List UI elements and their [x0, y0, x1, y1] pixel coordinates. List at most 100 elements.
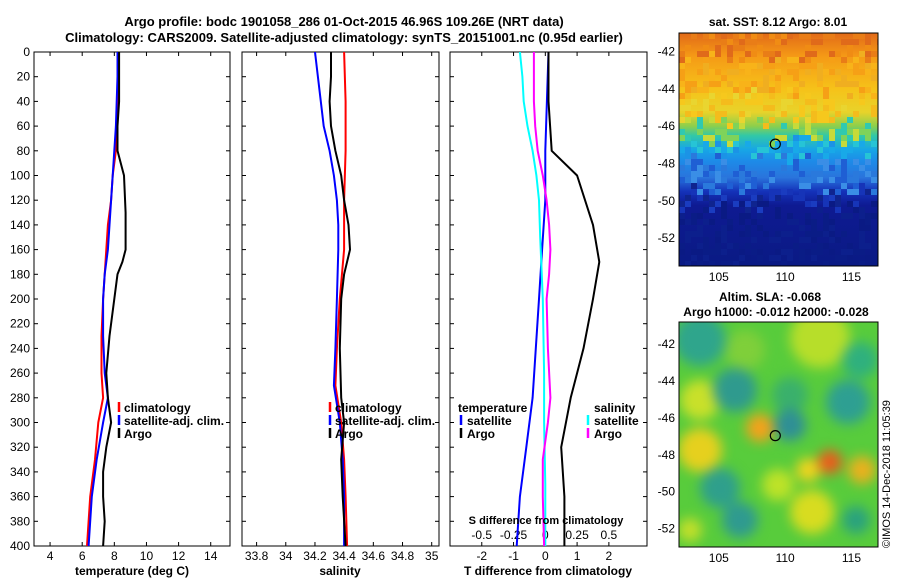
sst-cell: [757, 81, 763, 87]
sst-cell: [799, 177, 805, 183]
sst-cell: [751, 201, 757, 207]
sst-cell: [727, 123, 733, 129]
sst-cell: [835, 195, 841, 201]
sst-cell: [799, 255, 805, 261]
legend-title-salinity: salinity: [594, 401, 636, 415]
map-lon-tick-label: 110: [776, 270, 795, 284]
sst-cell: [841, 159, 847, 165]
sst-cell: [823, 195, 829, 201]
sst-cell: [853, 57, 859, 63]
sst-cell: [865, 171, 871, 177]
sst-cell: [727, 243, 733, 249]
depth-tick-label: 360: [10, 490, 30, 504]
sst-cell: [739, 201, 745, 207]
sst-cell: [829, 135, 835, 141]
sst-cell: [727, 99, 733, 105]
sst-cell: [781, 147, 787, 153]
sst-cell: [823, 159, 829, 165]
sst-cell: [727, 219, 733, 225]
sst-cell: [781, 141, 787, 147]
sst-cell: [871, 75, 877, 81]
sst-cell: [829, 165, 835, 171]
sst-cell: [847, 201, 853, 207]
sst-cell: [751, 171, 757, 177]
sst-cell: [745, 243, 751, 249]
sst-cell: [703, 171, 709, 177]
sst-cell: [733, 201, 739, 207]
sst-cell: [793, 141, 799, 147]
sst-cell: [757, 255, 763, 261]
sst-cell: [739, 111, 745, 117]
sst-cell: [841, 129, 847, 135]
sst-cell: [841, 177, 847, 183]
sst-cell: [769, 171, 775, 177]
sst-cell: [775, 231, 781, 237]
sst-cell: [727, 135, 733, 141]
sst-cell: [733, 141, 739, 147]
sst-cell: [703, 45, 709, 51]
sst-cell: [853, 201, 859, 207]
sst-cell: [829, 189, 835, 195]
sst-cell: [823, 213, 829, 219]
sst-cell: [865, 189, 871, 195]
sst-cell: [691, 213, 697, 219]
sst-cell: [811, 99, 817, 105]
legend-label-satellite-adj: satellite-adj. clim.: [124, 414, 224, 428]
map-lat-tick-label: -46: [658, 411, 676, 425]
sst-cell: [853, 135, 859, 141]
sla-blob: [713, 368, 757, 412]
sst-cell: [721, 129, 727, 135]
sst-cell: [739, 171, 745, 177]
sst-cell: [793, 219, 799, 225]
sst-cell: [793, 159, 799, 165]
sst-cell: [793, 135, 799, 141]
sst-cell: [691, 111, 697, 117]
sst-cell: [763, 123, 769, 129]
sla-blob: [725, 330, 765, 370]
sst-cell: [799, 129, 805, 135]
sst-cell: [859, 231, 865, 237]
sst-cell: [679, 57, 685, 63]
sst-cell: [679, 147, 685, 153]
sst-cell: [745, 201, 751, 207]
sst-cell: [787, 99, 793, 105]
sst-cell: [859, 219, 865, 225]
sst-cell: [697, 171, 703, 177]
sst-cell: [703, 237, 709, 243]
map-lon-tick-label: 105: [709, 270, 729, 284]
sst-cell: [697, 249, 703, 255]
sla-blob: [762, 469, 794, 501]
sst-cell: [697, 129, 703, 135]
sst-cell: [829, 141, 835, 147]
sst-cell: [805, 33, 811, 39]
sst-cell: [745, 99, 751, 105]
sst-cell: [781, 153, 787, 159]
depth-tick-label: 120: [10, 193, 30, 207]
sst-cell: [757, 63, 763, 69]
sst-cell: [703, 219, 709, 225]
sst-cell: [835, 159, 841, 165]
difference-secondary-xlabel: S difference from climatology: [469, 515, 625, 527]
sst-cell: [715, 147, 721, 153]
sst-cell: [691, 249, 697, 255]
sst-cell: [739, 189, 745, 195]
sst-cell: [727, 141, 733, 147]
legend-label-s-satellite: satellite: [594, 414, 639, 428]
legend-label-argo: Argo: [124, 427, 152, 441]
sst-cell: [823, 231, 829, 237]
sst-cell: [799, 57, 805, 63]
sst-cell: [865, 219, 871, 225]
sst-cell: [841, 171, 847, 177]
sst-cell: [835, 177, 841, 183]
sst-cell: [859, 87, 865, 93]
sst-cell: [805, 231, 811, 237]
sst-cell: [751, 237, 757, 243]
sst-cell: [817, 117, 823, 123]
sst-cell: [715, 45, 721, 51]
x-tick-label: 14: [204, 549, 218, 563]
sst-cell: [739, 63, 745, 69]
sst-cell: [697, 87, 703, 93]
sst-cell: [763, 63, 769, 69]
sst-cell: [739, 93, 745, 99]
map-lat-tick-label: -48: [658, 156, 676, 170]
